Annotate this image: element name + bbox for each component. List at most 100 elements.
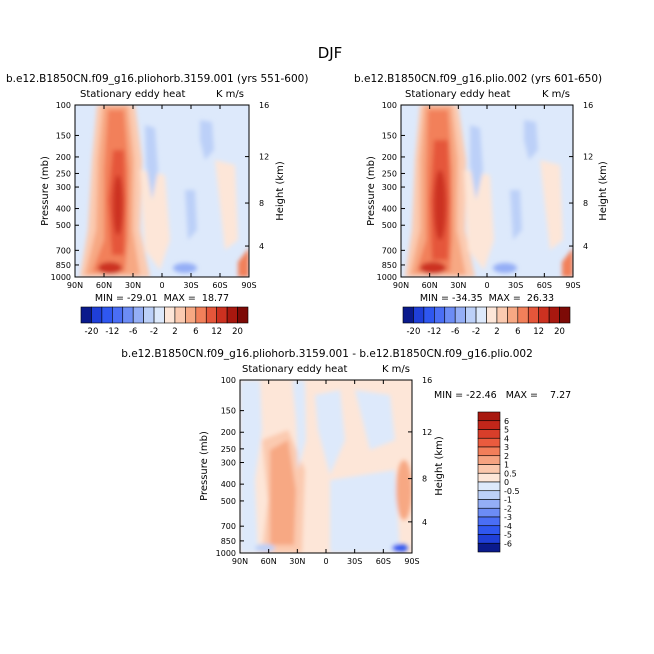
y-tick-label: 850 — [56, 261, 71, 270]
panel-1-neg-mid — [185, 190, 197, 240]
y-tick-label: 850 — [382, 261, 397, 270]
panel-2-ylabel: Pressure (mb) — [366, 156, 377, 226]
y2-tick-label: 8 — [422, 475, 427, 484]
panel-3-pos-sh — [396, 460, 412, 520]
panel-2-neg-tropics — [470, 125, 483, 200]
colorbar-swatch — [486, 306, 498, 324]
colorbar-swatch — [477, 437, 501, 448]
colorbar-swatch — [423, 306, 435, 324]
panel-1-field — [75, 105, 249, 277]
colorbar-label: -1 — [504, 496, 512, 505]
colorbar-label: -6 — [451, 327, 459, 337]
y-tick-label: 850 — [221, 537, 236, 546]
panel-3-neg-surface — [255, 544, 275, 552]
panel-2-field-label: Stationary eddy heat — [405, 89, 510, 100]
x-tick-label: 0 — [323, 557, 328, 566]
x-tick-label: 30N — [289, 557, 305, 566]
colorbar-swatch — [496, 306, 508, 324]
y-tick-label: 150 — [382, 131, 397, 140]
y2-tick-label: 16 — [259, 101, 269, 110]
panel-1-neg-surface — [173, 263, 197, 273]
panel-3-field — [240, 380, 412, 553]
colorbar-swatch — [477, 481, 501, 492]
panel-3-neg-sh-lower — [330, 470, 400, 553]
panel-3-neg-left — [240, 380, 262, 553]
colorbar-swatch — [477, 507, 501, 518]
panel-1-surface-max — [98, 262, 122, 274]
colorbar-swatch — [507, 306, 519, 324]
panel-2-pale-band — [464, 170, 494, 270]
x-tick-label: 60N — [96, 281, 112, 290]
y-tick-label: 700 — [56, 246, 71, 255]
colorbar-swatch — [216, 306, 228, 324]
panel-1-neg-tropics — [145, 125, 158, 200]
panel-2-neg-surface — [493, 263, 517, 273]
panel-2-neg-upper — [524, 120, 538, 160]
colorbar-swatch — [80, 306, 92, 324]
panel-3-axes: 90N 60N 30N 0 30S 60S 90S 100 150 200 250 300 400 500… — [216, 376, 433, 566]
colorbar-label: -20 — [406, 327, 420, 337]
panel-3-neg-mid-1 — [292, 380, 306, 470]
colorbar-label: -12 — [105, 327, 119, 337]
colorbar-swatch — [477, 525, 501, 535]
panel-2-pale-right — [540, 160, 563, 250]
y2-tick-label: 8 — [259, 199, 264, 208]
colorbar-label: 4 — [504, 434, 509, 443]
x-tick-label: 30N — [125, 281, 141, 290]
colorbar-swatch — [477, 472, 501, 483]
colorbar-label: 5 — [504, 426, 509, 435]
y-tick-label: 400 — [382, 205, 397, 214]
colorbar-swatch — [454, 306, 466, 324]
panel-3-neg-sh-upper — [355, 390, 395, 450]
colorbar-swatch — [205, 306, 217, 324]
panel-1-stats: MIN = -29.01 MAX = 18.77 — [95, 293, 229, 304]
colorbar-swatch — [164, 306, 176, 324]
colorbar-label: 2 — [504, 452, 509, 461]
y2-tick-label: 16 — [583, 101, 593, 110]
panel-3-ylabel: Pressure (mb) — [199, 431, 210, 501]
y-tick-label: 400 — [221, 480, 236, 489]
colorbar-label: -6 — [504, 539, 512, 548]
panel-1-y2label: Height (km) — [275, 161, 286, 221]
colorbar-label: 6 — [504, 417, 509, 426]
panel-2-field — [401, 105, 573, 277]
panel-1-ylabel: Pressure (mb) — [40, 156, 51, 226]
colorbar-label: -0.5 — [504, 487, 520, 496]
colorbar-label: 1 — [504, 461, 509, 470]
colorbar-swatch — [91, 306, 103, 324]
panel-2-surface-max — [420, 262, 446, 274]
x-tick-label: 30N — [450, 281, 466, 290]
panel-2: b.e12.B1850CN.f09_g16.plio.002 (yrs 601-… — [354, 73, 609, 304]
panel-2-core-max — [434, 170, 446, 240]
x-tick-label: 60N — [261, 557, 277, 566]
colorbar-swatch — [101, 306, 113, 324]
colorbar-label: -2 — [504, 504, 512, 513]
colorbar-swatch — [475, 306, 487, 324]
x-tick-label: 90N — [232, 557, 248, 566]
y2-tick-label: 4 — [259, 242, 264, 251]
y-tick-label: 100 — [221, 376, 236, 385]
colorbar-swatch — [477, 420, 501, 430]
x-tick-label: 30S — [347, 557, 362, 566]
colorbar-label: 12 — [533, 327, 544, 337]
x-tick-label: 0 — [159, 281, 164, 290]
y-tick-label: 1000 — [377, 273, 397, 282]
y-tick-label: 100 — [56, 101, 71, 110]
colorbar-swatch — [402, 306, 414, 324]
y-tick-label: 400 — [56, 205, 71, 214]
colorbar-label: -5 — [504, 531, 512, 540]
x-tick-label: 30S — [508, 281, 523, 290]
figure-title: DJF — [318, 44, 343, 62]
panel-1-sh-surface — [238, 248, 249, 277]
colorbar-label: 20 — [232, 327, 243, 337]
colorbar-label: -12 — [427, 327, 441, 337]
colorbar-swatch — [477, 490, 501, 500]
panel-3-y2label: Height (km) — [434, 436, 445, 496]
colorbar-swatch — [153, 306, 165, 324]
colorbar-label: 2 — [172, 327, 177, 337]
y-tick-label: 300 — [56, 183, 71, 192]
colorbar-swatch — [477, 464, 501, 474]
colorbar-label: -3 — [504, 513, 512, 522]
colorbar-label: -2 — [472, 327, 480, 337]
